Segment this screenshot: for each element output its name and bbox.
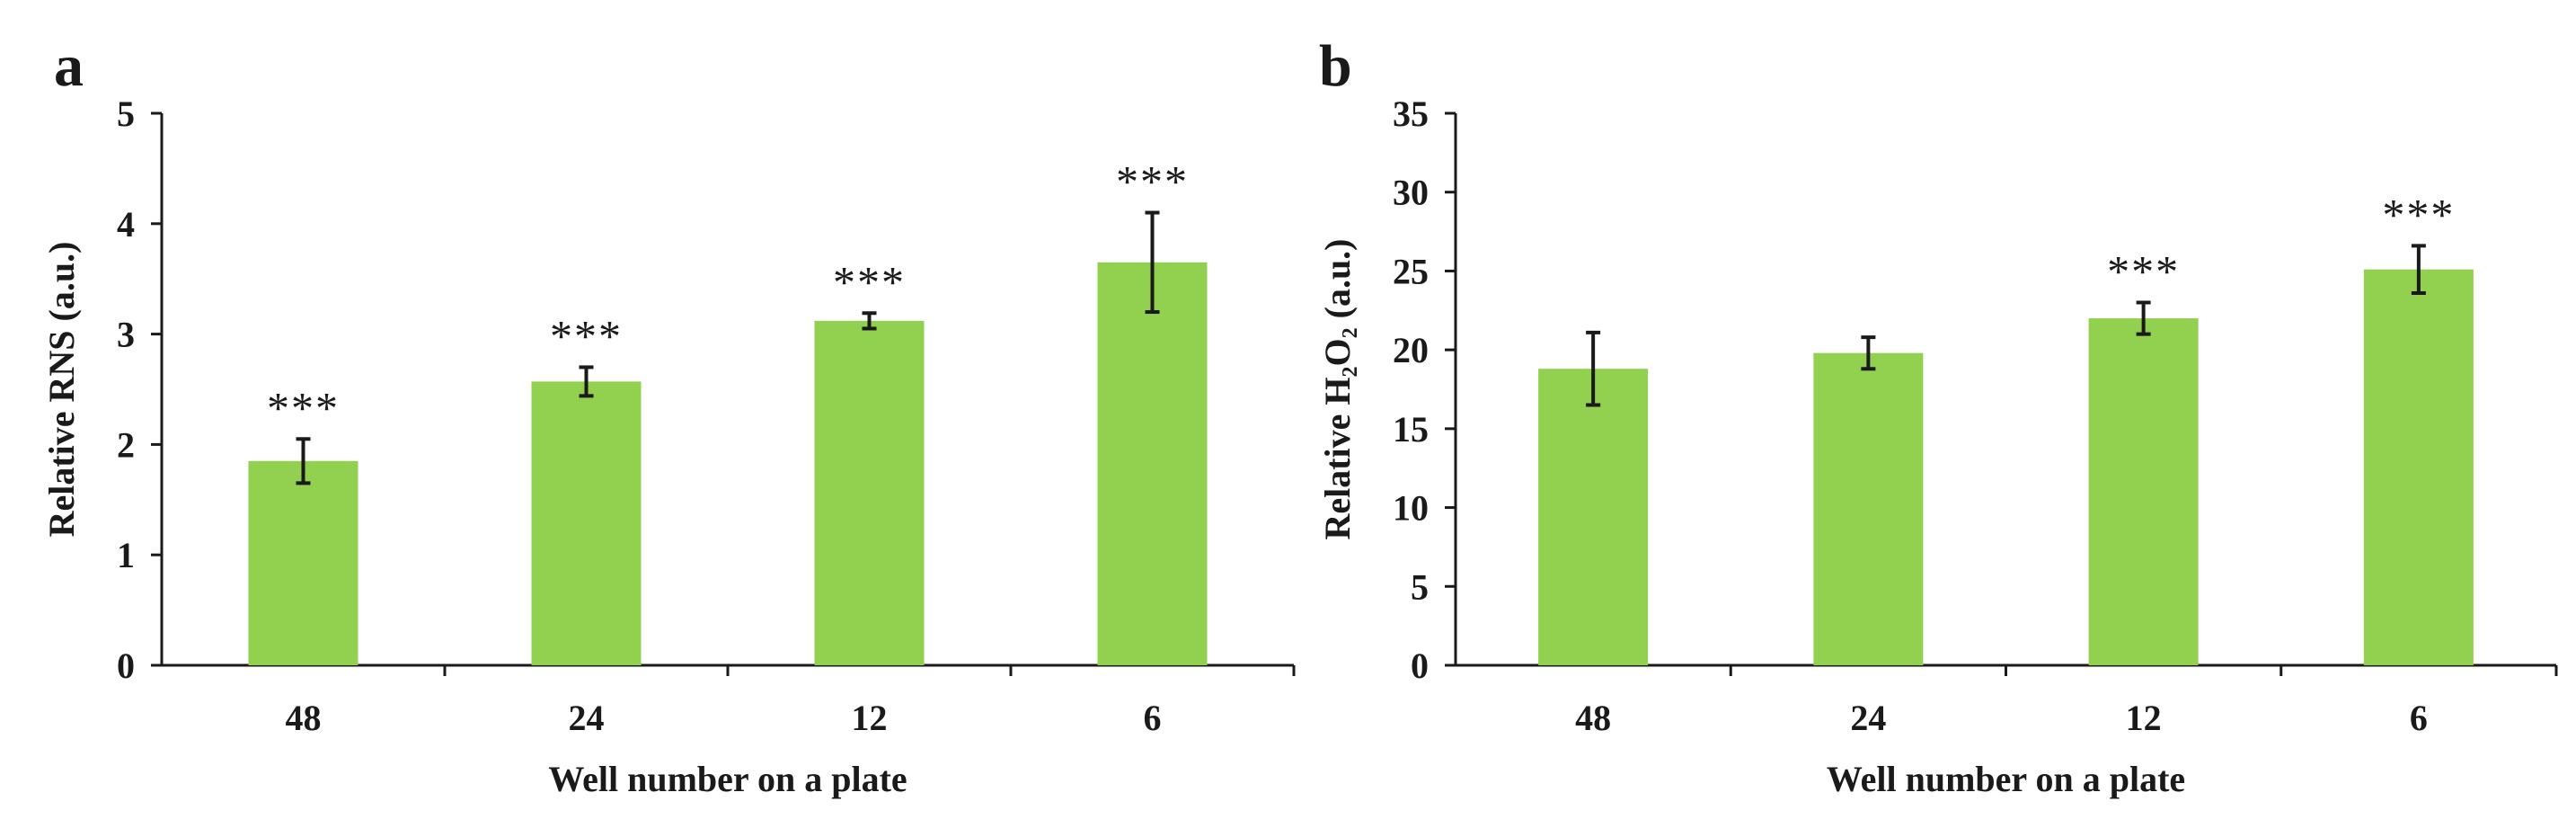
significance-label: ***: [267, 382, 340, 432]
bar: [814, 320, 925, 665]
error-bar: [296, 437, 311, 485]
x-tick-label: 6: [2410, 698, 2428, 738]
x-tick-label: 12: [852, 698, 888, 738]
significance-label: ***: [2107, 246, 2180, 297]
y-tick-label: 0: [117, 645, 135, 686]
bar: [2363, 269, 2474, 665]
error-bar: [1586, 330, 1601, 407]
error-bar: [2411, 244, 2426, 295]
error-bar: [579, 365, 594, 398]
y-tick-label: 3: [117, 315, 135, 355]
error-bar: [862, 311, 877, 331]
significance-label: ***: [550, 310, 623, 361]
x-tick-label: 48: [286, 698, 322, 738]
y-tick-label: 15: [1393, 409, 1429, 450]
y-tick-label: 10: [1393, 488, 1429, 529]
significance-label: ***: [833, 256, 906, 307]
y-tick-label: 5: [1411, 566, 1429, 607]
y-axis-title: Relative H₂O₂ (a.u.): [1317, 238, 1358, 539]
y-tick-label: 0: [1411, 645, 1429, 686]
panel-b: b 0 5 10 15 20 25 30 35 48 24 *** 12 *** 6 Well number …: [1317, 33, 2558, 799]
x-axis-title: Well number on a plate: [1827, 759, 2185, 799]
panel-label: b: [1319, 33, 1352, 99]
error-bar: [1861, 335, 1876, 371]
panel-label: a: [54, 33, 84, 99]
y-tick-label: 2: [117, 424, 135, 465]
y-tick-label: 30: [1393, 173, 1429, 213]
significance-label: ***: [2382, 189, 2455, 239]
bar: [248, 460, 359, 665]
x-tick-label: 48: [1575, 698, 1611, 738]
significance-label: ***: [1116, 156, 1189, 207]
x-tick-label: 12: [2126, 698, 2162, 738]
x-tick-label: 24: [1850, 698, 1886, 738]
x-tick-label: 6: [1144, 698, 1162, 738]
error-bar: [1145, 210, 1160, 315]
bar: [531, 381, 642, 665]
error-bar: [2136, 300, 2151, 336]
bar: [1538, 369, 1649, 665]
x-tick-label: 24: [569, 698, 605, 738]
x-axis-title: Well number on a plate: [548, 759, 907, 799]
y-tick-label: 5: [117, 93, 135, 134]
y-tick-label: 4: [117, 204, 135, 245]
bar: [1097, 262, 1208, 665]
y-tick-label: 20: [1393, 330, 1429, 370]
y-tick-label: 35: [1393, 93, 1429, 134]
y-tick-label: 1: [117, 535, 135, 575]
bar: [1813, 352, 1924, 665]
bar: [2088, 318, 2199, 665]
y-axis-title: Relative RNS (a.u.): [41, 242, 82, 538]
y-tick-label: 25: [1393, 251, 1429, 291]
